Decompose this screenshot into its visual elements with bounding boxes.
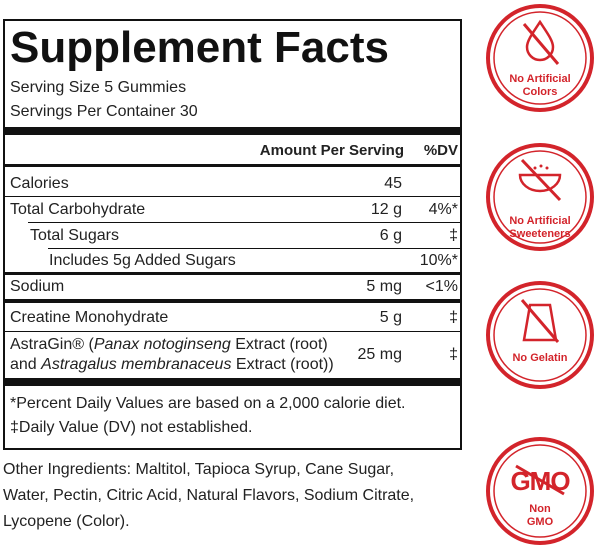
amount: 12 g [370, 201, 402, 218]
row: Creatine Monohydrate 5 g ‡ [3, 308, 462, 328]
facts-box [3, 19, 462, 450]
drop-icon [525, 19, 555, 62]
latin-name: Panax notoginseng [93, 336, 231, 353]
nutrient: Calories [10, 175, 69, 192]
badge-label: No Artificial [509, 73, 570, 85]
text: and [10, 356, 42, 373]
strike [522, 23, 560, 65]
badge: No Artificial Colors [486, 4, 594, 112]
text: Extract (root)) [231, 356, 334, 373]
amount: 5 g [379, 309, 402, 326]
ingredient-line: and Astragalus membranaceus Extract (roo… [10, 355, 334, 375]
badge-label: Non [529, 503, 551, 515]
footnote: ‡Daily Value (DV) not established. [10, 419, 253, 436]
row: Total Carbohydrate 12 g 4%* [3, 200, 462, 220]
serving-size: Serving Size 5 Gummies [10, 79, 187, 96]
badge-ring [493, 444, 587, 538]
badge-ring [486, 281, 594, 389]
badge: No Gelatin [486, 281, 594, 389]
divider [28, 222, 462, 223]
other-ingredients: Other Ingredients: Maltitol, Tapioca Syr… [3, 461, 395, 478]
strike [520, 158, 562, 202]
divider [3, 299, 462, 303]
row: Calories 45 [3, 174, 462, 194]
other-ingredients: Water, Pectin, Citric Acid, Natural Flav… [3, 487, 415, 504]
daily-value: ‡ [449, 346, 458, 363]
badge-ring [486, 437, 594, 545]
badge-ring [486, 4, 594, 112]
footnote: *Percent Daily Values are based on a 2,0… [10, 395, 406, 412]
other-ingredients: Lycopene (Color). [3, 513, 130, 530]
daily-value: 10%* [419, 252, 458, 269]
dv-header: %DV [423, 142, 458, 159]
badge-ring [493, 11, 587, 105]
daily-value: ‡ [449, 309, 458, 326]
row: AstraGin® (Panax notoginseng Extract (ro… [3, 335, 462, 375]
ingredient: Creatine Monohydrate [10, 309, 169, 326]
nutrient: Sodium [10, 278, 65, 295]
badge-label: Colors [523, 86, 558, 98]
amount: 6 g [379, 227, 402, 244]
ingredient-line: AstraGin® (Panax notoginseng Extract (ro… [10, 335, 328, 355]
text: Extract (root) [230, 336, 328, 353]
badge-ring [493, 288, 587, 382]
nutrient: Total Sugars [30, 227, 119, 244]
amount: 45 [384, 175, 402, 192]
row: Includes 5g Added Sugars 10%* [3, 251, 462, 271]
badge-label: GMO [527, 516, 554, 528]
badge-label: Sweeteners [509, 228, 570, 240]
latin-name: Astragalus membranaceus [41, 356, 232, 373]
strike [520, 299, 560, 343]
nutrient: Total Carbohydrate [10, 201, 146, 218]
daily-value: 4%* [428, 201, 458, 218]
nutrient: Includes 5g Added Sugars [49, 252, 236, 269]
servings-per-container: Servings Per Container 30 [10, 103, 198, 120]
divider [3, 272, 462, 275]
divider [3, 196, 462, 197]
amount: 5 mg [366, 278, 402, 295]
badge: GMO Non GMO [486, 437, 594, 545]
badges: No Artificial Colors No Artificial Sweet… [486, 4, 594, 545]
divider [3, 164, 462, 167]
row: Total Sugars 6 g ‡ [3, 226, 462, 246]
divider [3, 331, 462, 332]
badge: No Artificial Sweeteners [486, 143, 594, 251]
badge-ring [486, 143, 594, 251]
divider [48, 248, 462, 249]
row: Sodium 5 mg <1% [3, 277, 462, 297]
divider [3, 378, 462, 386]
daily-value: ‡ [449, 227, 458, 244]
title: Supplement Facts [10, 23, 389, 72]
badge-label: No Gelatin [512, 352, 567, 364]
daily-value: <1% [425, 278, 458, 295]
divider [3, 127, 462, 135]
amount: 25 mg [357, 346, 402, 363]
badge-ring [493, 150, 587, 244]
badge-label: No Artificial [509, 215, 570, 227]
strike [515, 464, 565, 496]
amount-header: Amount Per Serving [259, 142, 404, 159]
text: AstraGin® ( [10, 336, 94, 353]
bowl-icon [518, 173, 562, 193]
